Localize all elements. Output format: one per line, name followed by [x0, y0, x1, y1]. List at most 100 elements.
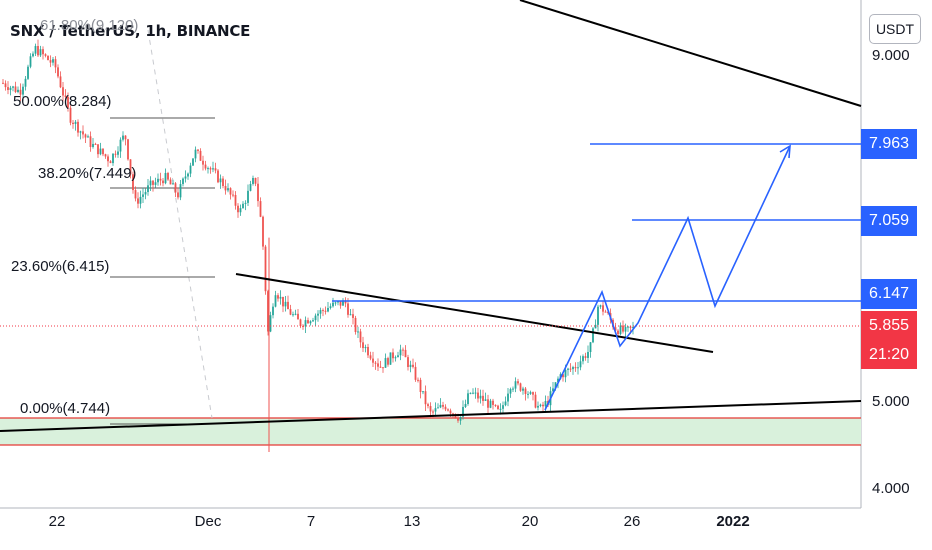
candle-body: [24, 78, 27, 87]
candle-body: [92, 143, 94, 147]
candle-body: [49, 60, 52, 63]
candle-body: [214, 168, 217, 171]
candle-body: [602, 305, 604, 312]
candle-body: [447, 409, 449, 411]
candle-body: [424, 391, 427, 405]
x-tick-label: 2022: [716, 513, 750, 530]
candle-body: [527, 393, 529, 395]
candle-body: [112, 153, 114, 164]
candle-body: [407, 357, 409, 367]
candle-body: [77, 121, 79, 133]
candle-body: [554, 382, 557, 389]
candle-body: [584, 356, 587, 358]
candle-body: [134, 190, 137, 199]
candle-body: [252, 177, 254, 184]
candle-body: [504, 401, 507, 406]
candle-body: [589, 342, 592, 353]
candle-body: [389, 352, 392, 365]
candle-body: [629, 326, 632, 329]
x-tick-label: 20: [521, 513, 539, 530]
candle-body: [172, 183, 174, 185]
candle-body: [632, 326, 634, 329]
candle-body: [17, 89, 19, 92]
candle-body: [539, 404, 542, 406]
candle-body: [169, 179, 172, 185]
candle-body: [557, 378, 559, 383]
candle-body: [534, 394, 537, 408]
candle-body: [284, 301, 287, 307]
candle-body: [197, 149, 199, 151]
candle-body: [542, 404, 544, 407]
candle-body: [587, 352, 589, 358]
target-price-badge: 7.059: [861, 206, 917, 236]
candle-body: [7, 87, 9, 91]
candle-body: [59, 76, 62, 88]
candle-body: [577, 367, 579, 369]
candle-body: [177, 192, 179, 198]
candle-body: [232, 194, 234, 196]
fib-label-50: 50.00%(8.284): [13, 93, 112, 110]
candle-body: [84, 134, 87, 138]
candle-body: [264, 246, 267, 292]
candle-body: [262, 216, 264, 247]
candle-body: [37, 46, 39, 56]
chart-title[interactable]: SNX / TetherUS, 1h, BINANCE: [10, 22, 251, 40]
candle-body: [449, 410, 452, 414]
candle-body: [254, 177, 257, 184]
candle-body: [479, 395, 482, 399]
candle-body: [42, 49, 44, 55]
candle-body: [387, 358, 389, 365]
candle-body: [439, 404, 442, 408]
currency-button[interactable]: USDT: [869, 14, 921, 44]
candle-body: [184, 176, 187, 179]
candle-body: [267, 291, 269, 332]
candle-body: [139, 196, 142, 204]
candle-body: [517, 381, 519, 384]
candle-body: [149, 180, 152, 186]
candle-body: [377, 363, 379, 367]
candle-body: [314, 315, 317, 321]
candle-body: [402, 349, 404, 351]
y-tick-label: 4.000: [872, 480, 910, 497]
candle-body: [552, 388, 554, 392]
candle-body: [362, 342, 364, 349]
candle-body: [562, 374, 564, 378]
candle-body: [409, 364, 412, 367]
x-tick-label: Dec: [194, 513, 222, 530]
candle-body: [234, 194, 237, 206]
candle-body: [32, 53, 34, 57]
candle-body: [457, 417, 459, 421]
candle-body: [627, 326, 629, 328]
candle-body: [297, 313, 299, 320]
candle-body: [157, 178, 159, 183]
candle-body: [384, 358, 387, 368]
candle-body: [224, 186, 227, 191]
candle-body: [467, 393, 469, 404]
candle-body: [309, 321, 312, 324]
candle-body: [74, 121, 77, 125]
candle-body: [464, 403, 467, 407]
current-price-badge: 5.855 21:20: [861, 311, 917, 369]
candle-body: [597, 306, 599, 325]
candle-body: [339, 301, 342, 306]
candle-body: [229, 188, 232, 195]
y-tick-label: 9.000: [872, 47, 910, 64]
candle-body: [489, 400, 492, 408]
candle-body: [484, 399, 487, 401]
candle-body: [332, 302, 334, 307]
candle-body: [342, 300, 344, 306]
candle-body: [344, 300, 347, 304]
candle-body: [497, 405, 499, 410]
candle-body: [324, 310, 327, 312]
candle-body: [404, 349, 407, 358]
candle-body: [422, 391, 424, 393]
candle-body: [337, 301, 339, 303]
candle-body: [237, 205, 239, 213]
x-tick-label: 22: [48, 513, 66, 530]
candle-body: [14, 86, 17, 92]
candle-body: [492, 400, 494, 405]
candle-body: [379, 366, 382, 368]
candle-body: [624, 326, 627, 332]
candle-body: [69, 107, 72, 123]
